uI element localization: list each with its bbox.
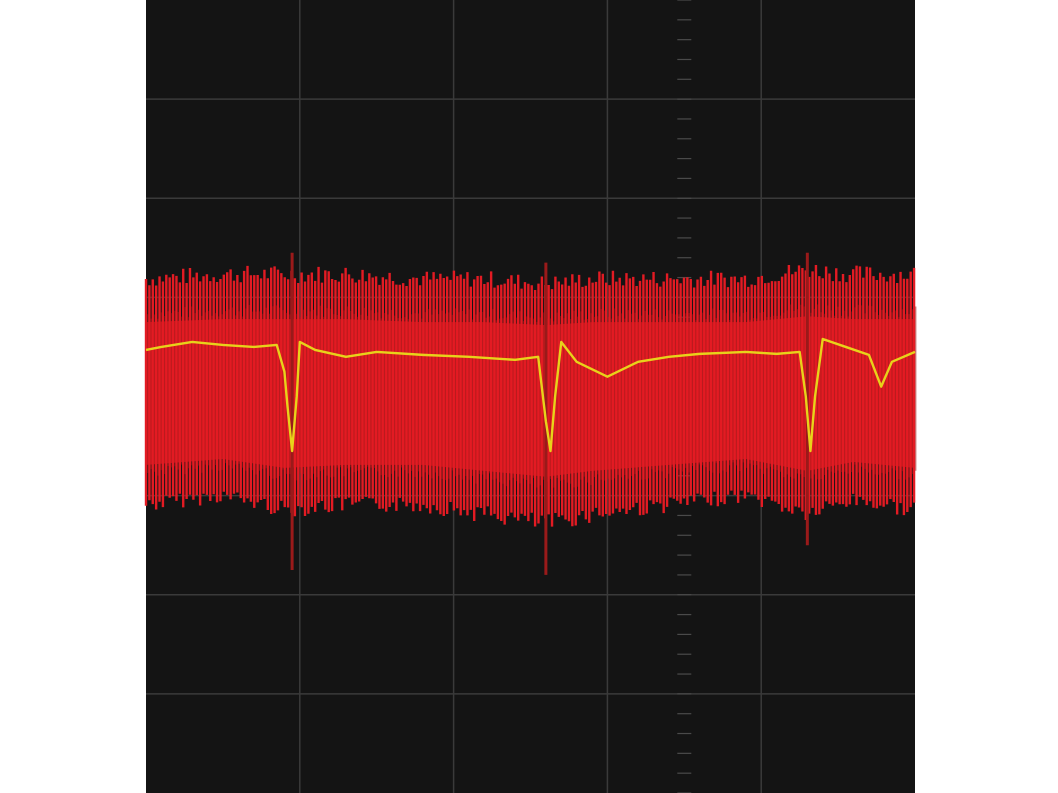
trace-line [145,337,916,453]
series-envelope [144,252,917,575]
series-trace [145,337,916,453]
